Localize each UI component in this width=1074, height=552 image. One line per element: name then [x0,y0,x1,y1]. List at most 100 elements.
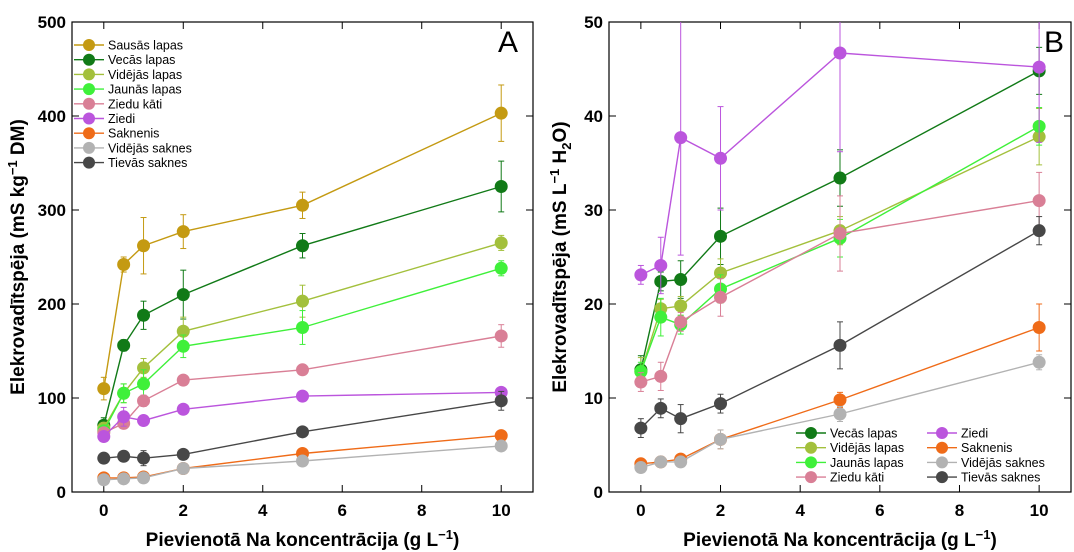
legend-marker [83,53,95,66]
data-point [1032,355,1046,369]
data-point [137,471,151,485]
data-point [137,239,151,253]
data-point [176,373,190,387]
data-point [1032,194,1046,208]
legend-marker [805,471,817,484]
series-group [634,171,1046,392]
data-point [296,239,309,253]
x-tick-label: 0 [99,501,108,520]
legend-marker [83,112,95,125]
data-point [97,451,111,465]
data-point [714,266,728,280]
y-tick-label: 0 [57,483,66,502]
data-point [494,236,508,250]
y-tick-label: 50 [584,13,603,32]
data-point [296,363,309,377]
data-point [117,472,131,486]
data-point [654,310,668,324]
data-point [97,473,111,487]
y-tick-label: 10 [584,389,603,408]
data-point [296,321,309,334]
y-tick-label: 20 [584,295,603,314]
legend-label: Ziedi [961,427,988,441]
series-line [103,267,502,432]
series-group [97,84,508,401]
y-tick-label: 40 [584,107,603,126]
series-group [634,46,1046,385]
data-point [176,225,190,239]
y-tick-label: 200 [38,295,66,314]
series-group [97,439,508,487]
data-point [296,425,309,439]
y-tick-label: 400 [38,107,66,126]
data-point [176,402,190,416]
data-point [833,338,847,352]
data-point [296,294,309,308]
data-point [137,414,151,428]
data-point [674,273,688,287]
x-tick-label: 4 [795,501,805,520]
series-line [103,112,502,389]
y-tick-label: 100 [38,389,66,408]
x-tick-label: 8 [955,501,964,520]
series-group [634,22,1046,295]
legend-marker [805,427,817,439]
legend-marker [83,97,95,110]
plot-frame [71,21,534,493]
x-tick-label: 2 [179,501,188,520]
data-point [714,397,728,411]
data-point [674,455,688,469]
data-point [494,394,508,408]
y-tick-label: 0 [594,483,603,502]
y-tick-label: 300 [38,201,66,220]
data-point [833,46,847,60]
panel-letter: A [498,26,518,59]
data-point [654,258,668,272]
x-axis-title: Pievienotā Na koncentrācija (g L−1) [683,527,997,551]
data-point [634,461,648,475]
data-point [137,377,151,391]
data-point [117,258,131,272]
y-tick-label: 30 [584,201,603,220]
data-point [494,429,508,443]
series-group [634,216,1046,438]
legend-label: Jaunās lapas [108,83,182,97]
series-group [97,385,508,444]
data-point [117,449,131,463]
data-point [117,338,131,352]
legend-marker [83,39,95,51]
legend-label: Vecās lapas [830,427,897,441]
legend-marker [936,427,948,439]
legend-marker [83,127,95,140]
data-point [634,421,648,435]
data-point [654,401,668,415]
x-axis-title: Pievienotā Na koncentrācija (g L−1) [146,527,460,551]
x-tick-label: 2 [716,501,725,520]
chart-panel-a: 0 100 200 300 400 500 0 2 4 6 8 10 Pievienotā Na kon… [5,13,534,551]
series-line [103,185,502,426]
data-point [494,106,508,120]
data-point [494,439,508,453]
plot-area [97,84,508,487]
x-tick-label: 10 [492,501,511,520]
x-tick-label: 6 [875,501,884,520]
data-point [833,407,847,421]
legend-label: Saknenis [108,127,159,141]
legend-marker [936,471,948,484]
legend-label: Vidējās lapas [830,441,904,455]
data-point [634,375,648,389]
data-point [176,324,190,338]
x-tick-label: 6 [338,501,347,520]
data-point [296,454,309,468]
data-point [137,308,151,322]
data-point [494,261,508,275]
data-point [634,268,648,282]
legend-label: Vidējās saknes [108,141,192,155]
legend-marker [83,156,95,169]
data-point [117,386,131,400]
data-point [176,447,190,461]
data-point [296,198,309,212]
y-tick-label: 500 [38,13,66,32]
data-point [714,151,728,165]
data-point [97,382,111,396]
